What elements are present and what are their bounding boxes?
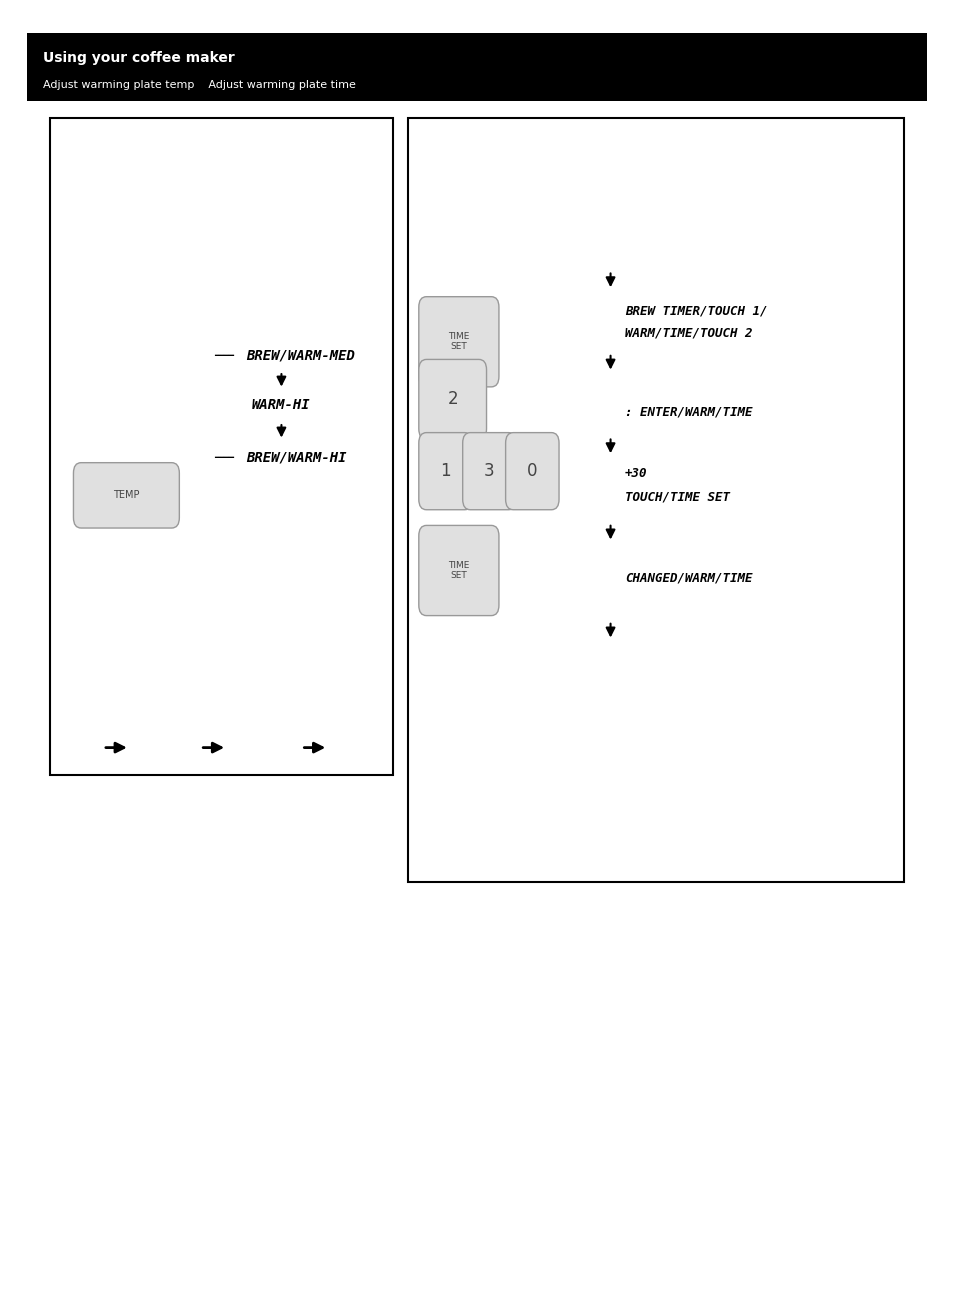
Text: 1: 1 — [439, 463, 451, 480]
Text: +30: +30 — [624, 467, 647, 480]
Text: 0: 0 — [526, 463, 537, 480]
FancyBboxPatch shape — [418, 359, 486, 439]
Text: BREW/WARM-HI: BREW/WARM-HI — [246, 451, 346, 464]
Text: : ENTER/WARM/TIME: : ENTER/WARM/TIME — [624, 405, 752, 418]
Text: ━━━━: ━━━━ — [213, 454, 233, 461]
Text: Using your coffee maker: Using your coffee maker — [43, 51, 234, 64]
Text: WARM/TIME/TOUCH 2: WARM/TIME/TOUCH 2 — [624, 327, 752, 340]
Text: ━━━━: ━━━━ — [213, 352, 233, 359]
FancyBboxPatch shape — [408, 118, 903, 882]
FancyBboxPatch shape — [27, 33, 926, 101]
Text: Adjust warming plate temp    Adjust warming plate time: Adjust warming plate temp Adjust warming… — [43, 80, 355, 90]
FancyBboxPatch shape — [418, 433, 472, 510]
Text: TEMP: TEMP — [113, 490, 139, 501]
FancyBboxPatch shape — [418, 297, 498, 387]
FancyBboxPatch shape — [50, 118, 393, 775]
Text: TOUCH/TIME SET: TOUCH/TIME SET — [624, 490, 729, 503]
Text: BREW/WARM-MED: BREW/WARM-MED — [246, 349, 355, 362]
FancyBboxPatch shape — [505, 433, 558, 510]
Text: 2: 2 — [447, 391, 457, 408]
Text: TIME
SET: TIME SET — [448, 561, 469, 580]
FancyBboxPatch shape — [462, 433, 516, 510]
Text: BREW TIMER/TOUCH 1/: BREW TIMER/TOUCH 1/ — [624, 305, 766, 318]
FancyBboxPatch shape — [73, 463, 179, 528]
FancyBboxPatch shape — [418, 525, 498, 616]
Text: 3: 3 — [483, 463, 495, 480]
Text: CHANGED/WARM/TIME: CHANGED/WARM/TIME — [624, 571, 752, 584]
Text: WARM-HI: WARM-HI — [252, 399, 311, 412]
Text: TIME
SET: TIME SET — [448, 332, 469, 352]
